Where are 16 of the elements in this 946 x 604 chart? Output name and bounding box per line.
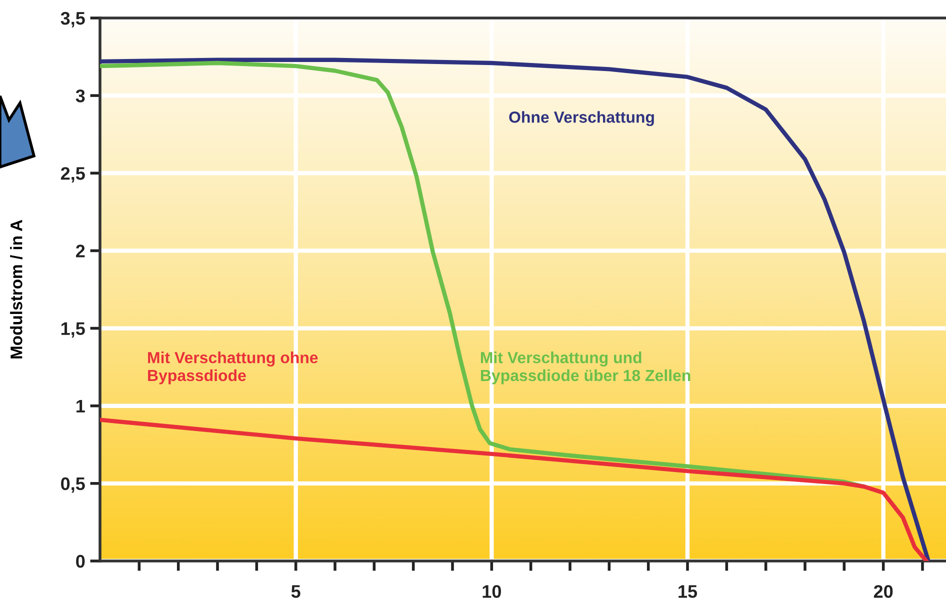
line-series [100, 58, 930, 561]
y-tick-label: 3,5 [60, 12, 85, 28]
y-tick-label: 1,5 [61, 322, 85, 338]
y-tick-label: 3 [76, 90, 85, 102]
x-tick-label: 20 [874, 585, 893, 598]
x-tick-label: 10 [482, 585, 501, 598]
y-tick-label: 2 [76, 244, 85, 258]
y-tick-label: 1 [76, 400, 85, 412]
y-axis-title: Modulstrom / in A [10, 220, 22, 358]
y-tick-label: 0 [76, 554, 85, 568]
line-series [100, 418, 928, 561]
y-tick-label: 2,5 [60, 167, 85, 182]
text: Ohne Verschattung [509, 111, 654, 126]
x-tick-label: 15 [678, 585, 698, 598]
x-tick-label: 5 [291, 585, 300, 598]
y-tick-label: 0,5 [61, 477, 85, 493]
